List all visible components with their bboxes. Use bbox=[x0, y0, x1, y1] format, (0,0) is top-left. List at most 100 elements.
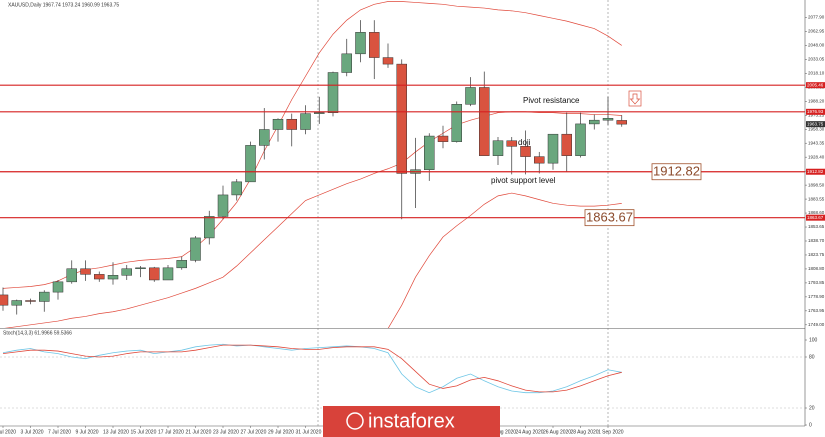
x-tick-label: 1 Jul 2020 bbox=[0, 429, 16, 435]
candle-body bbox=[437, 135, 449, 142]
candle-body bbox=[204, 216, 215, 239]
down-arrow-icon bbox=[628, 90, 642, 107]
candle-body bbox=[0, 294, 9, 306]
indicator-line bbox=[2, 343, 622, 394]
level-tag-label: 1976.93 bbox=[807, 109, 824, 114]
y-tick-label: 1958.30 bbox=[808, 126, 825, 131]
bollinger-lower bbox=[387, 192, 622, 328]
candle-body bbox=[176, 260, 187, 269]
candle-body bbox=[520, 146, 531, 157]
level-tag bbox=[806, 168, 825, 175]
indicator-tick-label: 0 bbox=[809, 422, 812, 428]
candle-body bbox=[561, 133, 572, 156]
y-tick-label: 2018.10 bbox=[808, 71, 825, 76]
y-tick-label: 2062.95 bbox=[808, 29, 825, 34]
candle-body bbox=[259, 129, 270, 146]
x-tick-label: 31 Jul 2020 bbox=[296, 429, 322, 435]
candle-body bbox=[547, 133, 559, 164]
annotation: Pivot resistance bbox=[523, 96, 580, 105]
x-tick-label: 23 Jul 2020 bbox=[213, 429, 239, 435]
level-tag bbox=[806, 214, 825, 221]
candle-body bbox=[589, 119, 600, 125]
level-tag bbox=[806, 82, 825, 89]
candle-body bbox=[479, 87, 490, 156]
x-tick-label: 7 Jul 2020 bbox=[48, 429, 71, 435]
candle-body bbox=[25, 300, 36, 302]
candle-body bbox=[327, 72, 339, 113]
candle-body bbox=[190, 237, 201, 261]
y-tick-label: 1749.00 bbox=[808, 322, 825, 327]
candle-body bbox=[341, 53, 352, 73]
x-tick-label: 24 Aug 2020 bbox=[516, 429, 544, 435]
price-tag bbox=[806, 121, 825, 128]
watermark-logo bbox=[346, 412, 364, 430]
candle-body bbox=[135, 267, 146, 270]
candle-body bbox=[217, 194, 229, 217]
candle-body bbox=[80, 268, 91, 275]
watermark-box bbox=[323, 406, 500, 437]
y-tick-label: 1988.20 bbox=[808, 98, 825, 103]
candle-body bbox=[11, 300, 22, 306]
y-tick-label: 1838.70 bbox=[808, 238, 825, 243]
candle-body bbox=[231, 181, 242, 196]
y-tick-label: 1868.60 bbox=[808, 210, 825, 215]
indicator-tick-label: 80 bbox=[809, 354, 815, 360]
x-tick-label: 28 Aug 2020 bbox=[571, 429, 599, 435]
candle-body bbox=[492, 140, 504, 156]
annotation: pivot support level bbox=[491, 176, 556, 185]
y-tick-label: 1898.50 bbox=[808, 182, 825, 187]
candle-body bbox=[616, 120, 627, 125]
x-tick-label: 1 Sep 2020 bbox=[598, 429, 624, 435]
y-tick-label: 1808.80 bbox=[808, 266, 825, 271]
y-tick-label: 1853.65 bbox=[808, 224, 825, 229]
level-tag-label: 1863.67 bbox=[807, 215, 824, 220]
x-tick-label: 13 Jul 2020 bbox=[103, 429, 129, 435]
level-tag bbox=[806, 108, 825, 115]
candle-body bbox=[149, 267, 160, 281]
level-tag-label: 2005.46 bbox=[807, 82, 824, 87]
level-tag-label: 1912.82 bbox=[807, 169, 824, 174]
x-tick-label: 17 Jul 2020 bbox=[158, 429, 184, 435]
y-tick-label: 1928.40 bbox=[808, 154, 825, 159]
candle-body bbox=[424, 135, 435, 170]
y-tick-label: 1973.25 bbox=[808, 112, 825, 117]
candle-body bbox=[245, 145, 256, 183]
x-tick-label: 21 Jul 2020 bbox=[186, 429, 212, 435]
indicator-tick-label: 20 bbox=[809, 405, 815, 411]
level-callout: 1863.67 bbox=[586, 210, 633, 225]
bollinger-upper bbox=[2, 1, 622, 289]
indicator-title: Stoch(14,3,3) 61.9966 59.5366 bbox=[3, 330, 72, 336]
x-tick-label: 29 Jul 2020 bbox=[268, 429, 294, 435]
main-panel bbox=[0, 1, 627, 328]
price-tag-label: 1963.75 bbox=[807, 121, 824, 126]
y-tick-label: 2077.90 bbox=[808, 15, 825, 20]
candle-body bbox=[382, 57, 394, 65]
candle-body bbox=[396, 63, 407, 174]
level-callout: 1912.82 bbox=[653, 164, 700, 179]
candle-body bbox=[506, 140, 517, 147]
candle-body bbox=[286, 118, 297, 130]
x-tick-label: 15 Jul 2020 bbox=[131, 429, 157, 435]
candle-body bbox=[314, 112, 325, 114]
annotation: doji bbox=[518, 138, 531, 147]
y-tick-label: 2048.00 bbox=[808, 43, 825, 48]
candle-body bbox=[52, 281, 64, 293]
candle-body bbox=[602, 118, 614, 121]
y-tick-label: 2033.05 bbox=[808, 57, 825, 62]
candle-body bbox=[534, 156, 545, 164]
level-callout-box bbox=[651, 163, 702, 181]
y-tick-label: 1778.90 bbox=[808, 294, 825, 299]
level-callout-box bbox=[584, 209, 635, 227]
indicator-line bbox=[2, 344, 622, 393]
x-tick-label: 3 Jul 2020 bbox=[21, 429, 44, 435]
indicator-panel bbox=[0, 343, 805, 409]
y-tick-label: 1883.55 bbox=[808, 196, 825, 201]
candle-body bbox=[369, 32, 380, 58]
x-tick-label: 27 Jul 2020 bbox=[241, 429, 267, 435]
candle-body bbox=[66, 268, 77, 283]
candle-body bbox=[162, 267, 174, 281]
y-tick-label: 1763.95 bbox=[808, 308, 825, 313]
candle-body bbox=[39, 291, 50, 302]
